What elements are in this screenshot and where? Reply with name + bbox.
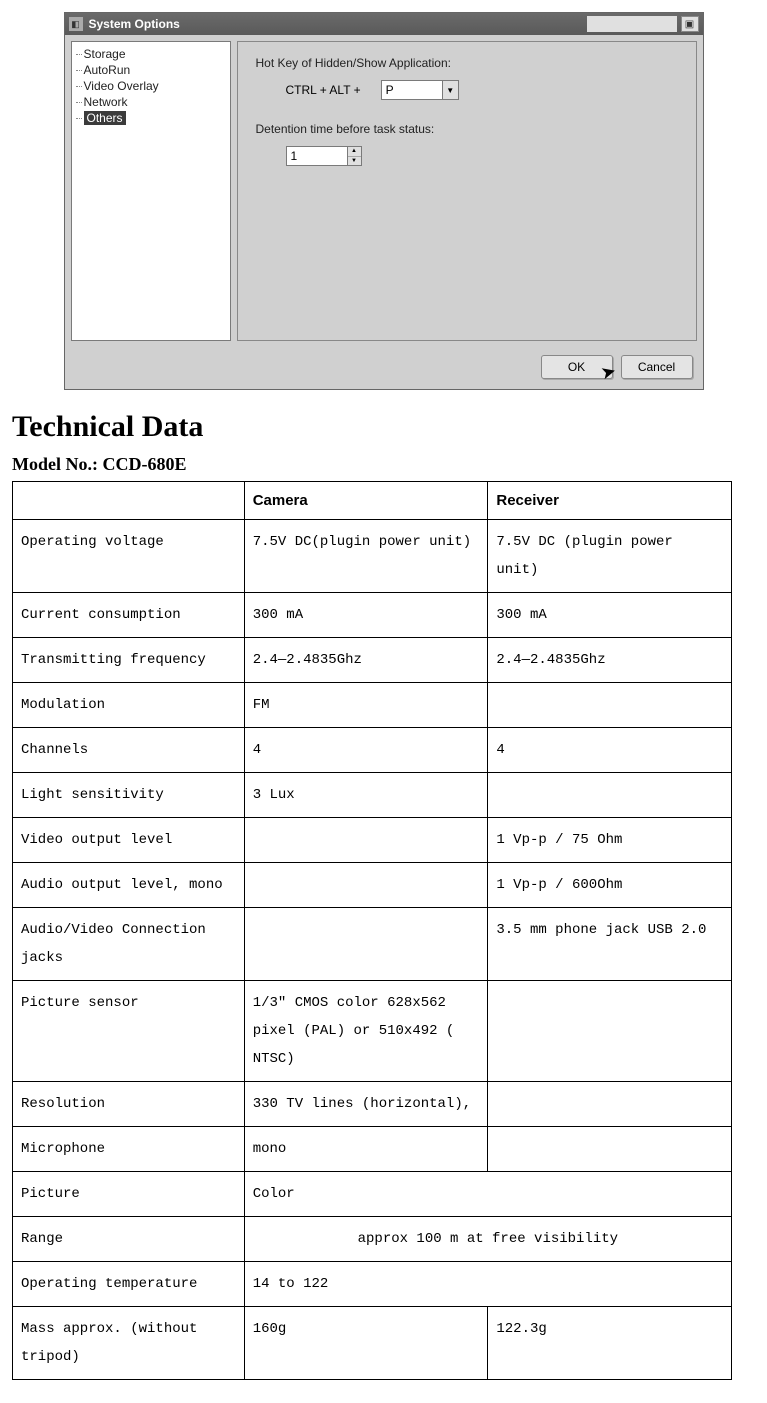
table-row: Resolution330 TV lines (horizontal), [13, 1082, 732, 1127]
detention-input[interactable] [287, 147, 347, 165]
table-row: PictureColor [13, 1172, 732, 1217]
options-content: Hot Key of Hidden/Show Application: CTRL… [237, 41, 697, 341]
cell-param: Operating temperature [13, 1262, 245, 1307]
cell-receiver: 7.5V DC (plugin power unit) [488, 520, 732, 593]
cell-merged: approx 100 m at free visibility [244, 1217, 731, 1262]
tree-item-others[interactable]: Others [74, 110, 228, 126]
cell-param: Mass approx. (without tripod) [13, 1307, 245, 1380]
cell-param: Range [13, 1217, 245, 1262]
spinner-down-icon[interactable]: ▼ [348, 157, 361, 166]
table-row: Video output level 1 Vp-p / 75 Ohm [13, 818, 732, 863]
col-header-param [13, 482, 245, 520]
cell-param: Operating voltage [13, 520, 245, 593]
dialog-body: Storage AutoRun Video Overlay Network Ot… [65, 35, 703, 347]
cell-camera: 7.5V DC(plugin power unit) [244, 520, 488, 593]
cell-camera [244, 818, 488, 863]
hotkey-combo[interactable]: ▼ [381, 80, 459, 100]
table-row: Transmitting frequency2.4—2.4835Ghz2.4—2… [13, 638, 732, 683]
cell-merged: Color [244, 1172, 731, 1217]
cell-camera: 330 TV lines (horizontal), [244, 1082, 488, 1127]
table-row: Operating temperature14 to 122 [13, 1262, 732, 1307]
cell-receiver: 3.5 mm phone jack USB 2.0 [488, 908, 732, 981]
dialog-footer: OK Cancel ➤ [65, 347, 703, 389]
hotkey-label: Hot Key of Hidden/Show Application: [256, 56, 678, 70]
cell-param: Microphone [13, 1127, 245, 1172]
cell-param: Picture [13, 1172, 245, 1217]
tree-item-storage[interactable]: Storage [74, 46, 228, 62]
cell-receiver [488, 1127, 732, 1172]
cell-param: Video output level [13, 818, 245, 863]
table-row: ModulationFM [13, 683, 732, 728]
cell-camera: 300 mA [244, 593, 488, 638]
cell-param: Audio output level, mono [13, 863, 245, 908]
cell-param: Current consumption [13, 593, 245, 638]
detention-spinner[interactable]: ▲ ▼ [286, 146, 362, 166]
cell-receiver: 122.3g [488, 1307, 732, 1380]
cell-receiver: 2.4—2.4835Ghz [488, 638, 732, 683]
cell-camera: mono [244, 1127, 488, 1172]
restore-icon[interactable]: ▣ [681, 16, 699, 32]
cell-camera [244, 863, 488, 908]
table-row: Channels44 [13, 728, 732, 773]
cell-receiver: 1 Vp-p / 600Ohm [488, 863, 732, 908]
chevron-down-icon[interactable]: ▼ [442, 81, 458, 99]
col-header-camera: Camera [244, 482, 488, 520]
cell-camera: 1/3″ CMOS color 628x562 pixel (PAL) or 5… [244, 981, 488, 1082]
hotkey-input[interactable] [382, 81, 442, 99]
cell-camera: 4 [244, 728, 488, 773]
ok-button[interactable]: OK [541, 355, 613, 379]
system-options-dialog: ◧ System Options ▣ Storage AutoRun Video… [64, 12, 704, 390]
cell-camera: 2.4—2.4835Ghz [244, 638, 488, 683]
cell-receiver: 4 [488, 728, 732, 773]
table-row: Mass approx. (without tripod)160g122.3g [13, 1307, 732, 1380]
table-row: Rangeapprox 100 m at free visibility [13, 1217, 732, 1262]
tree-item-autorun[interactable]: AutoRun [74, 62, 228, 78]
table-row: Light sensitivity3 Lux [13, 773, 732, 818]
app-icon: ◧ [69, 17, 83, 31]
tree-item-network[interactable]: Network [74, 94, 228, 110]
cancel-button[interactable]: Cancel [621, 355, 693, 379]
cell-param: Audio/Video Connection jacks [13, 908, 245, 981]
cell-receiver [488, 981, 732, 1082]
col-header-receiver: Receiver [488, 482, 732, 520]
spinner-up-icon[interactable]: ▲ [348, 147, 361, 157]
cell-param: Picture sensor [13, 981, 245, 1082]
table-row: Microphonemono [13, 1127, 732, 1172]
titlebar: ◧ System Options ▣ [65, 13, 703, 35]
cell-receiver [488, 683, 732, 728]
table-row: Current consumption300 mA300 mA [13, 593, 732, 638]
cell-camera: FM [244, 683, 488, 728]
table-row: Operating voltage7.5V DC(plugin power un… [13, 520, 732, 593]
cell-receiver [488, 1082, 732, 1127]
detention-label: Detention time before task status: [256, 122, 678, 136]
titlebar-spacer [587, 16, 677, 32]
model-number: Model No.: CCD-680E [12, 454, 755, 475]
hotkey-prefix: CTRL + ALT + [286, 83, 361, 97]
cell-receiver: 300 mA [488, 593, 732, 638]
cell-param: Resolution [13, 1082, 245, 1127]
cell-camera [244, 908, 488, 981]
table-row: Audio/Video Connection jacks 3.5 mm phone… [13, 908, 732, 981]
cell-param: Transmitting frequency [13, 638, 245, 683]
cell-camera: 160g [244, 1307, 488, 1380]
page-title: Technical Data [12, 410, 755, 444]
table-header-row: Camera Receiver [13, 482, 732, 520]
spec-table: Camera Receiver Operating voltage7.5V DC… [12, 481, 732, 1380]
cell-camera: 3 Lux [244, 773, 488, 818]
table-row: Audio output level, mono 1 Vp-p / 600Ohm [13, 863, 732, 908]
cell-merged: 14 to 122 [244, 1262, 731, 1307]
window-title: System Options [89, 17, 587, 31]
table-row: Picture sensor1/3″ CMOS color 628x562 pi… [13, 981, 732, 1082]
cell-receiver: 1 Vp-p / 75 Ohm [488, 818, 732, 863]
cell-param: Light sensitivity [13, 773, 245, 818]
options-tree[interactable]: Storage AutoRun Video Overlay Network Ot… [71, 41, 231, 341]
tree-item-video-overlay[interactable]: Video Overlay [74, 78, 228, 94]
cell-param: Channels [13, 728, 245, 773]
cell-receiver [488, 773, 732, 818]
cell-param: Modulation [13, 683, 245, 728]
